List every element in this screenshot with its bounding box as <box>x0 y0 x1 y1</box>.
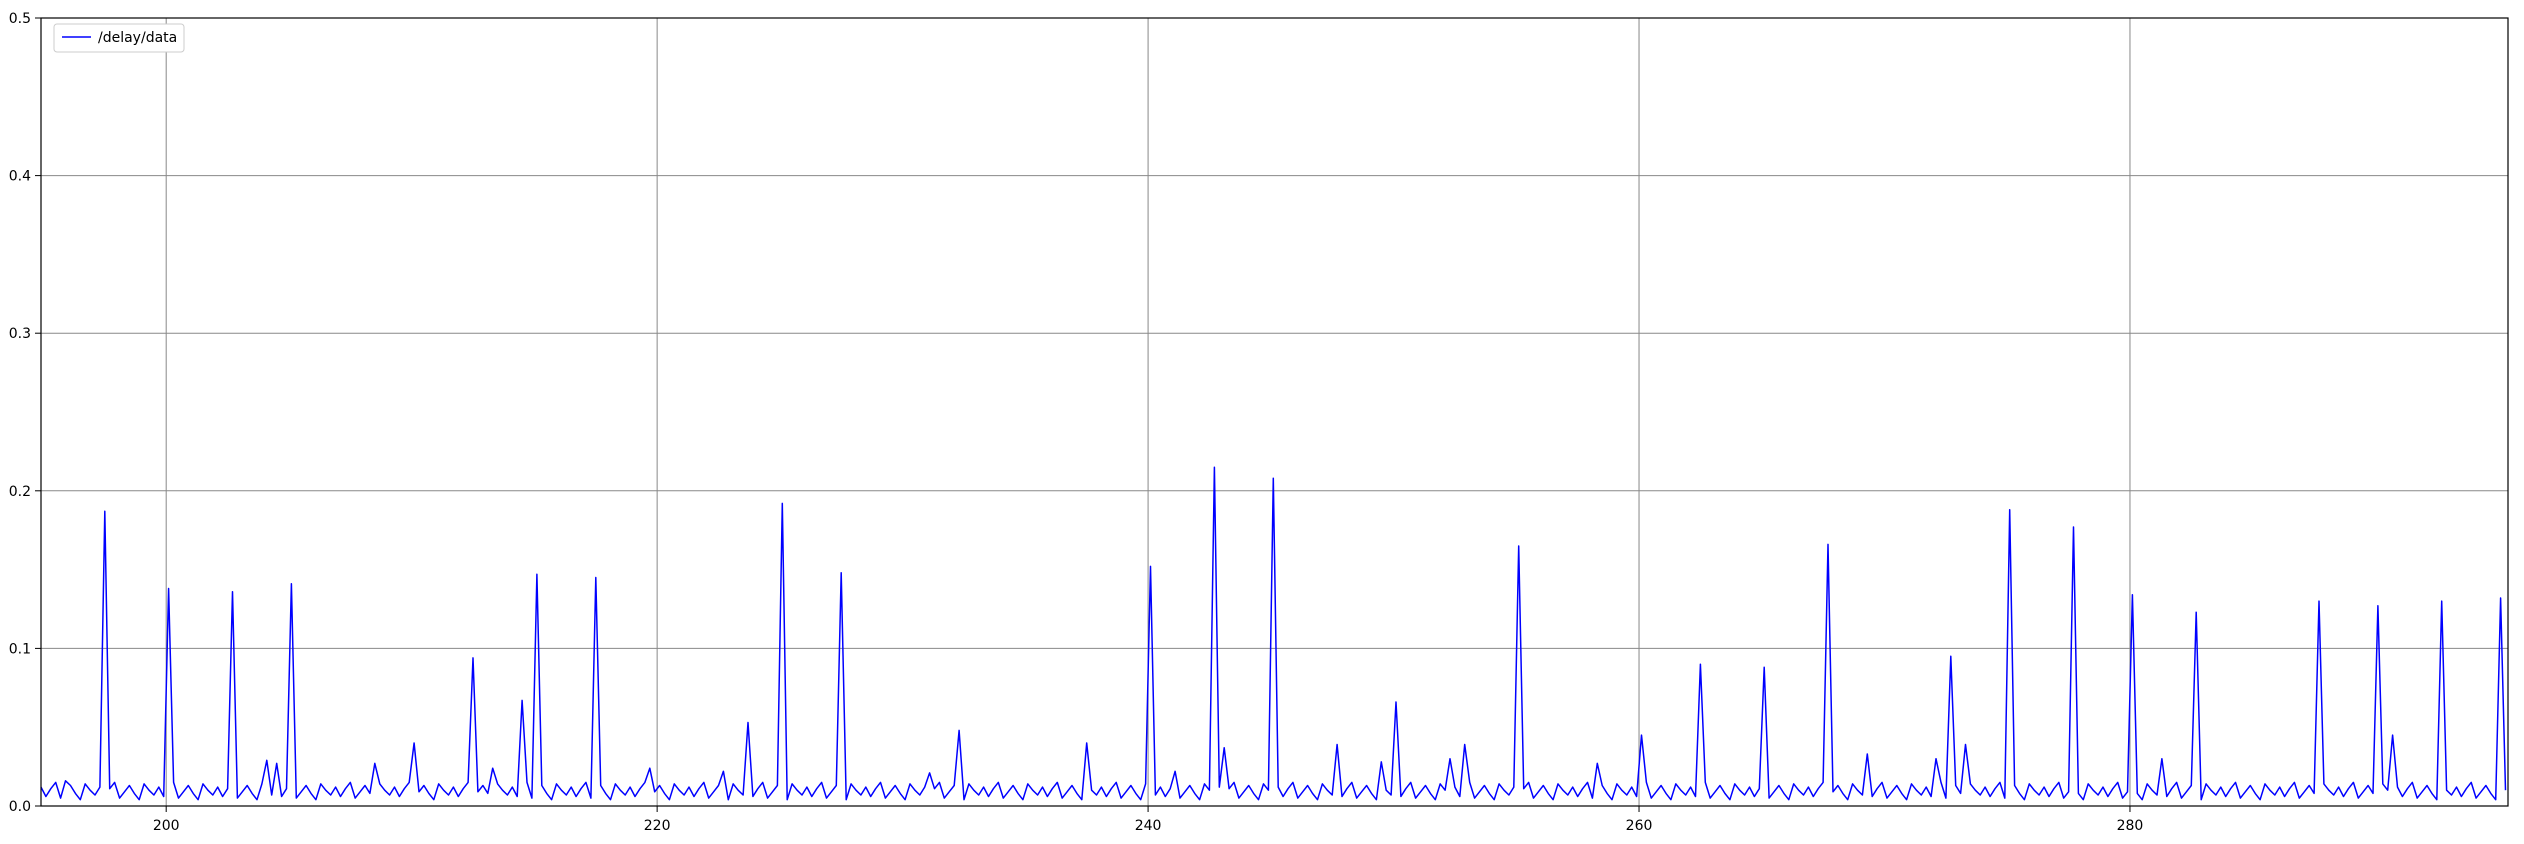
spike-point <box>2009 509 2011 511</box>
spike-point <box>1518 545 1520 547</box>
y-tick-label: 0.3 <box>9 326 31 342</box>
x-tick-label: 240 <box>1135 818 1162 834</box>
spike-point <box>2070 526 2072 528</box>
spike-point <box>1761 666 1763 668</box>
plot-area <box>41 18 2508 806</box>
spike-point <box>1825 543 1827 545</box>
spike-point <box>2438 600 2440 602</box>
spike-point <box>745 721 747 723</box>
spike-point <box>1272 477 1274 479</box>
spike-point <box>1174 770 1176 772</box>
spike-point <box>411 742 413 744</box>
y-tick-label: 0.2 <box>9 484 31 500</box>
spike-point <box>276 762 278 764</box>
spike-point <box>840 572 842 574</box>
spike-point <box>266 759 268 761</box>
spike-point <box>926 772 928 774</box>
spike-point <box>521 699 523 701</box>
spike-point <box>1935 758 1937 760</box>
x-tick-label: 200 <box>153 818 180 834</box>
x-tick-label: 260 <box>1626 818 1653 834</box>
y-tick-label: 0.5 <box>9 11 31 27</box>
spike-point <box>1449 758 1451 760</box>
spike-point <box>1864 753 1866 755</box>
x-tick-label: 280 <box>2117 818 2144 834</box>
spike-point <box>1594 762 1596 764</box>
spike-point <box>2193 611 2195 613</box>
spike-point <box>2389 734 2391 736</box>
spike-point <box>1211 466 1213 468</box>
spike-point <box>104 510 106 512</box>
spike-point <box>1380 761 1382 763</box>
spike-point <box>2131 594 2133 596</box>
spike-point <box>168 588 170 590</box>
y-tick-label: 0.0 <box>9 799 31 815</box>
series-line <box>40 466 2507 801</box>
x-axis: 200 220 240 260 280 <box>153 806 2144 834</box>
spike-point <box>492 767 494 769</box>
spike-point <box>1150 565 1152 567</box>
spike-point <box>1962 744 1964 746</box>
spike-point <box>595 576 597 578</box>
spike-point <box>472 657 474 659</box>
spike-point <box>720 770 722 772</box>
plot-frame <box>40 17 2509 807</box>
series-layer <box>40 466 2507 801</box>
spike-point <box>229 591 231 593</box>
spike-point <box>2161 758 2163 760</box>
spike-point <box>649 767 651 769</box>
legend-box <box>53 23 185 53</box>
spike-point <box>956 729 958 731</box>
y-tick-label: 0.4 <box>9 169 31 185</box>
spike-point <box>1638 734 1640 736</box>
spike-point <box>1334 744 1336 746</box>
spike-point <box>62 780 64 782</box>
spike-point <box>2316 600 2318 602</box>
y-axis: 0.0 0.1 0.2 0.3 0.4 0.5 <box>9 11 41 815</box>
spike-point <box>2500 597 2502 599</box>
legend: /delay/data <box>53 23 185 53</box>
spike-point <box>1947 655 1949 657</box>
spike-point <box>2377 605 2379 607</box>
spike-point <box>371 762 373 764</box>
spike-point <box>290 583 292 585</box>
spike-point <box>779 502 781 504</box>
legend-label: /delay/data <box>98 30 177 46</box>
spike-point <box>1083 742 1085 744</box>
y-tick-label: 0.1 <box>9 641 31 657</box>
spike-point <box>1461 744 1463 746</box>
spike-point <box>1223 747 1225 749</box>
spike-point <box>1393 701 1395 703</box>
x-tick-label: 220 <box>644 818 671 834</box>
spike-point <box>533 573 535 575</box>
spike-point <box>1699 663 1701 665</box>
